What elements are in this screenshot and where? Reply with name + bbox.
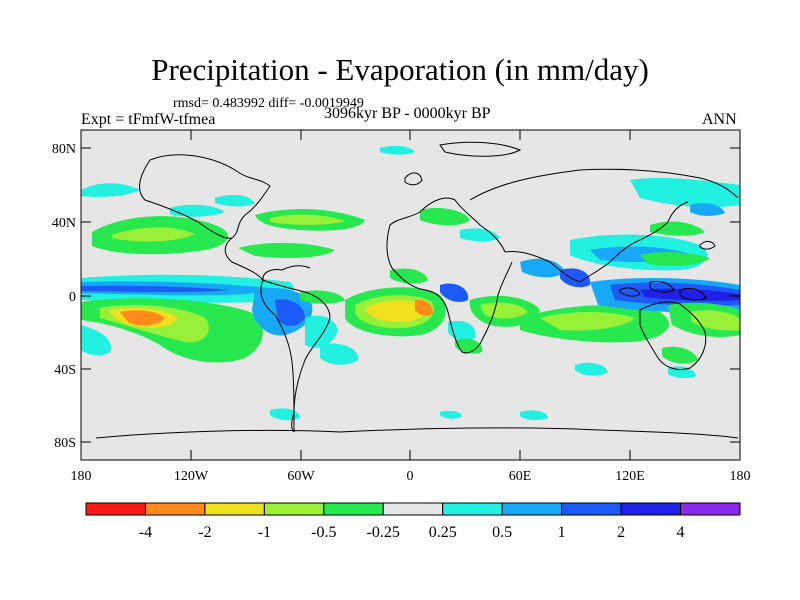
experiment-label: Expt = tFmfW-tfmea xyxy=(81,111,216,128)
contour-fields xyxy=(81,145,740,421)
colorbar-box xyxy=(204,502,265,516)
lat-label-40s: 40S xyxy=(54,363,76,378)
season-label: ANN xyxy=(702,111,737,128)
stats-text: rmsd= 0.483992 diff= -0.0019949 xyxy=(173,96,364,111)
map-title: Precipitation - Evaporation (in mm/day) xyxy=(151,52,649,87)
colorbar-label: -2 xyxy=(198,524,211,541)
lon-label-180w: 180 xyxy=(71,469,92,484)
colorbar-label: -1 xyxy=(258,524,271,541)
lon-label-60e: 60E xyxy=(509,469,532,484)
lon-label-120e: 120E xyxy=(615,469,645,484)
colorbar-box xyxy=(680,502,741,516)
colorbar-label: 1 xyxy=(558,524,566,541)
lon-label-120w: 120W xyxy=(174,469,209,484)
lon-ticks xyxy=(190,130,631,460)
colorbar-box xyxy=(442,502,503,516)
colorbar-box xyxy=(263,502,325,516)
colorbar-box xyxy=(323,502,384,516)
lat-label-80n: 80N xyxy=(52,142,76,157)
colorbar-box xyxy=(561,502,622,516)
colorbar-label: 2 xyxy=(617,524,625,541)
lat-label-40n: 40N xyxy=(52,216,76,231)
period-label: 3096kyr BP - 0000kyr BP xyxy=(324,105,491,122)
colorbar-box xyxy=(620,502,682,516)
colorbar-label: -0.5 xyxy=(311,524,336,541)
lat-ticks xyxy=(81,147,740,443)
colorbar-label: -0.25 xyxy=(367,524,400,541)
colorbar xyxy=(85,502,741,516)
colorbar-label: 4 xyxy=(677,524,685,541)
lat-label-0: 0 xyxy=(69,290,76,305)
colorbar-label: -4 xyxy=(139,524,152,541)
colorbar-label: 0.25 xyxy=(429,524,457,541)
colorbar-label: 0.5 xyxy=(492,524,512,541)
colorbar-box xyxy=(382,502,444,516)
colorbar-box xyxy=(501,502,563,516)
coastlines xyxy=(95,141,739,439)
colorbar-labels: -4 -2 -1 -0.5 -0.25 0.25 0.5 1 2 4 xyxy=(139,524,685,541)
lon-label-60w: 60W xyxy=(287,469,315,484)
colorbar-box xyxy=(85,502,146,516)
colorbar-box xyxy=(144,502,206,516)
lon-label-0: 0 xyxy=(407,469,414,484)
lat-label-80s: 80S xyxy=(54,436,76,451)
lon-label-180e: 180 xyxy=(730,469,751,484)
